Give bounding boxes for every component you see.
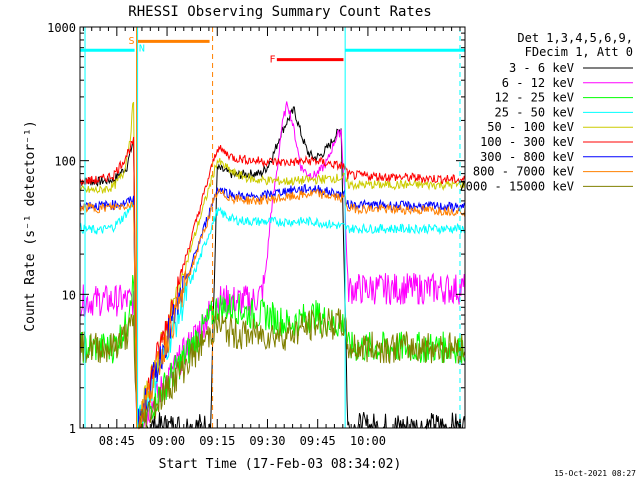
plot-frame [79, 26, 466, 429]
legend-label-5: 50 - 100 keV [487, 120, 574, 134]
x-axis-label: Start Time (17-Feb-03 08:34:02) [159, 457, 402, 472]
axis-layer: 1 10 100 1000 08:45 09:00 09:15 09:30 09:45 10:00 [47, 21, 466, 448]
y-tick-label: 1 [69, 422, 76, 436]
x-tick-label: 09:45 [300, 434, 336, 448]
flag-letter-n: N [139, 44, 145, 55]
y-axis-label: Count Rate (s⁻¹ detector⁻¹) [23, 120, 38, 331]
legend-label-2: 6 - 12 keV [502, 76, 574, 90]
legend-label-6: 100 - 300 keV [480, 135, 574, 149]
series-line-5 [79, 101, 466, 429]
flag-letter-f: F [269, 55, 275, 66]
legend-label-4: 25 - 50 keV [495, 105, 574, 119]
flag-letter-s: S [129, 36, 135, 47]
annotation-layer: SN F [80, 27, 465, 428]
x-tick-label: 09:15 [199, 434, 235, 448]
x-tick-label: 09:30 [249, 434, 285, 448]
legend-label-1: 3 - 6 keV [509, 61, 574, 75]
y-tick-label: 1000 [47, 21, 76, 35]
legend: Det 1,3,4,5,6,9, FDecim 1, Att 0 3 - 6 k… [458, 31, 633, 193]
x-tick-label: 10:00 [350, 434, 386, 448]
series-line-9 [79, 308, 466, 429]
legend-label-9: 7000 - 15000 keV [458, 179, 574, 193]
chart-title: RHESSI Observing Summary Count Rates [128, 4, 431, 20]
y-tick-label: 10 [62, 288, 76, 302]
legend-label-8: 800 - 7000 keV [473, 165, 574, 179]
legend-header-detectors: Det 1,3,4,5,6,9, [517, 31, 633, 45]
series-line-8 [79, 188, 466, 430]
footer-date: 15-Oct-2021 08:27 [554, 469, 636, 478]
y-tick-label: 100 [54, 155, 76, 169]
legend-header-decimation: FDecim 1, Att 0 [525, 45, 633, 59]
x-tick-label: 08:45 [99, 434, 135, 448]
series-layer [79, 101, 466, 430]
legend-label-3: 12 - 25 keV [495, 91, 574, 105]
legend-label-7: 300 - 800 keV [480, 150, 574, 164]
x-tick-label: 09:00 [149, 434, 185, 448]
